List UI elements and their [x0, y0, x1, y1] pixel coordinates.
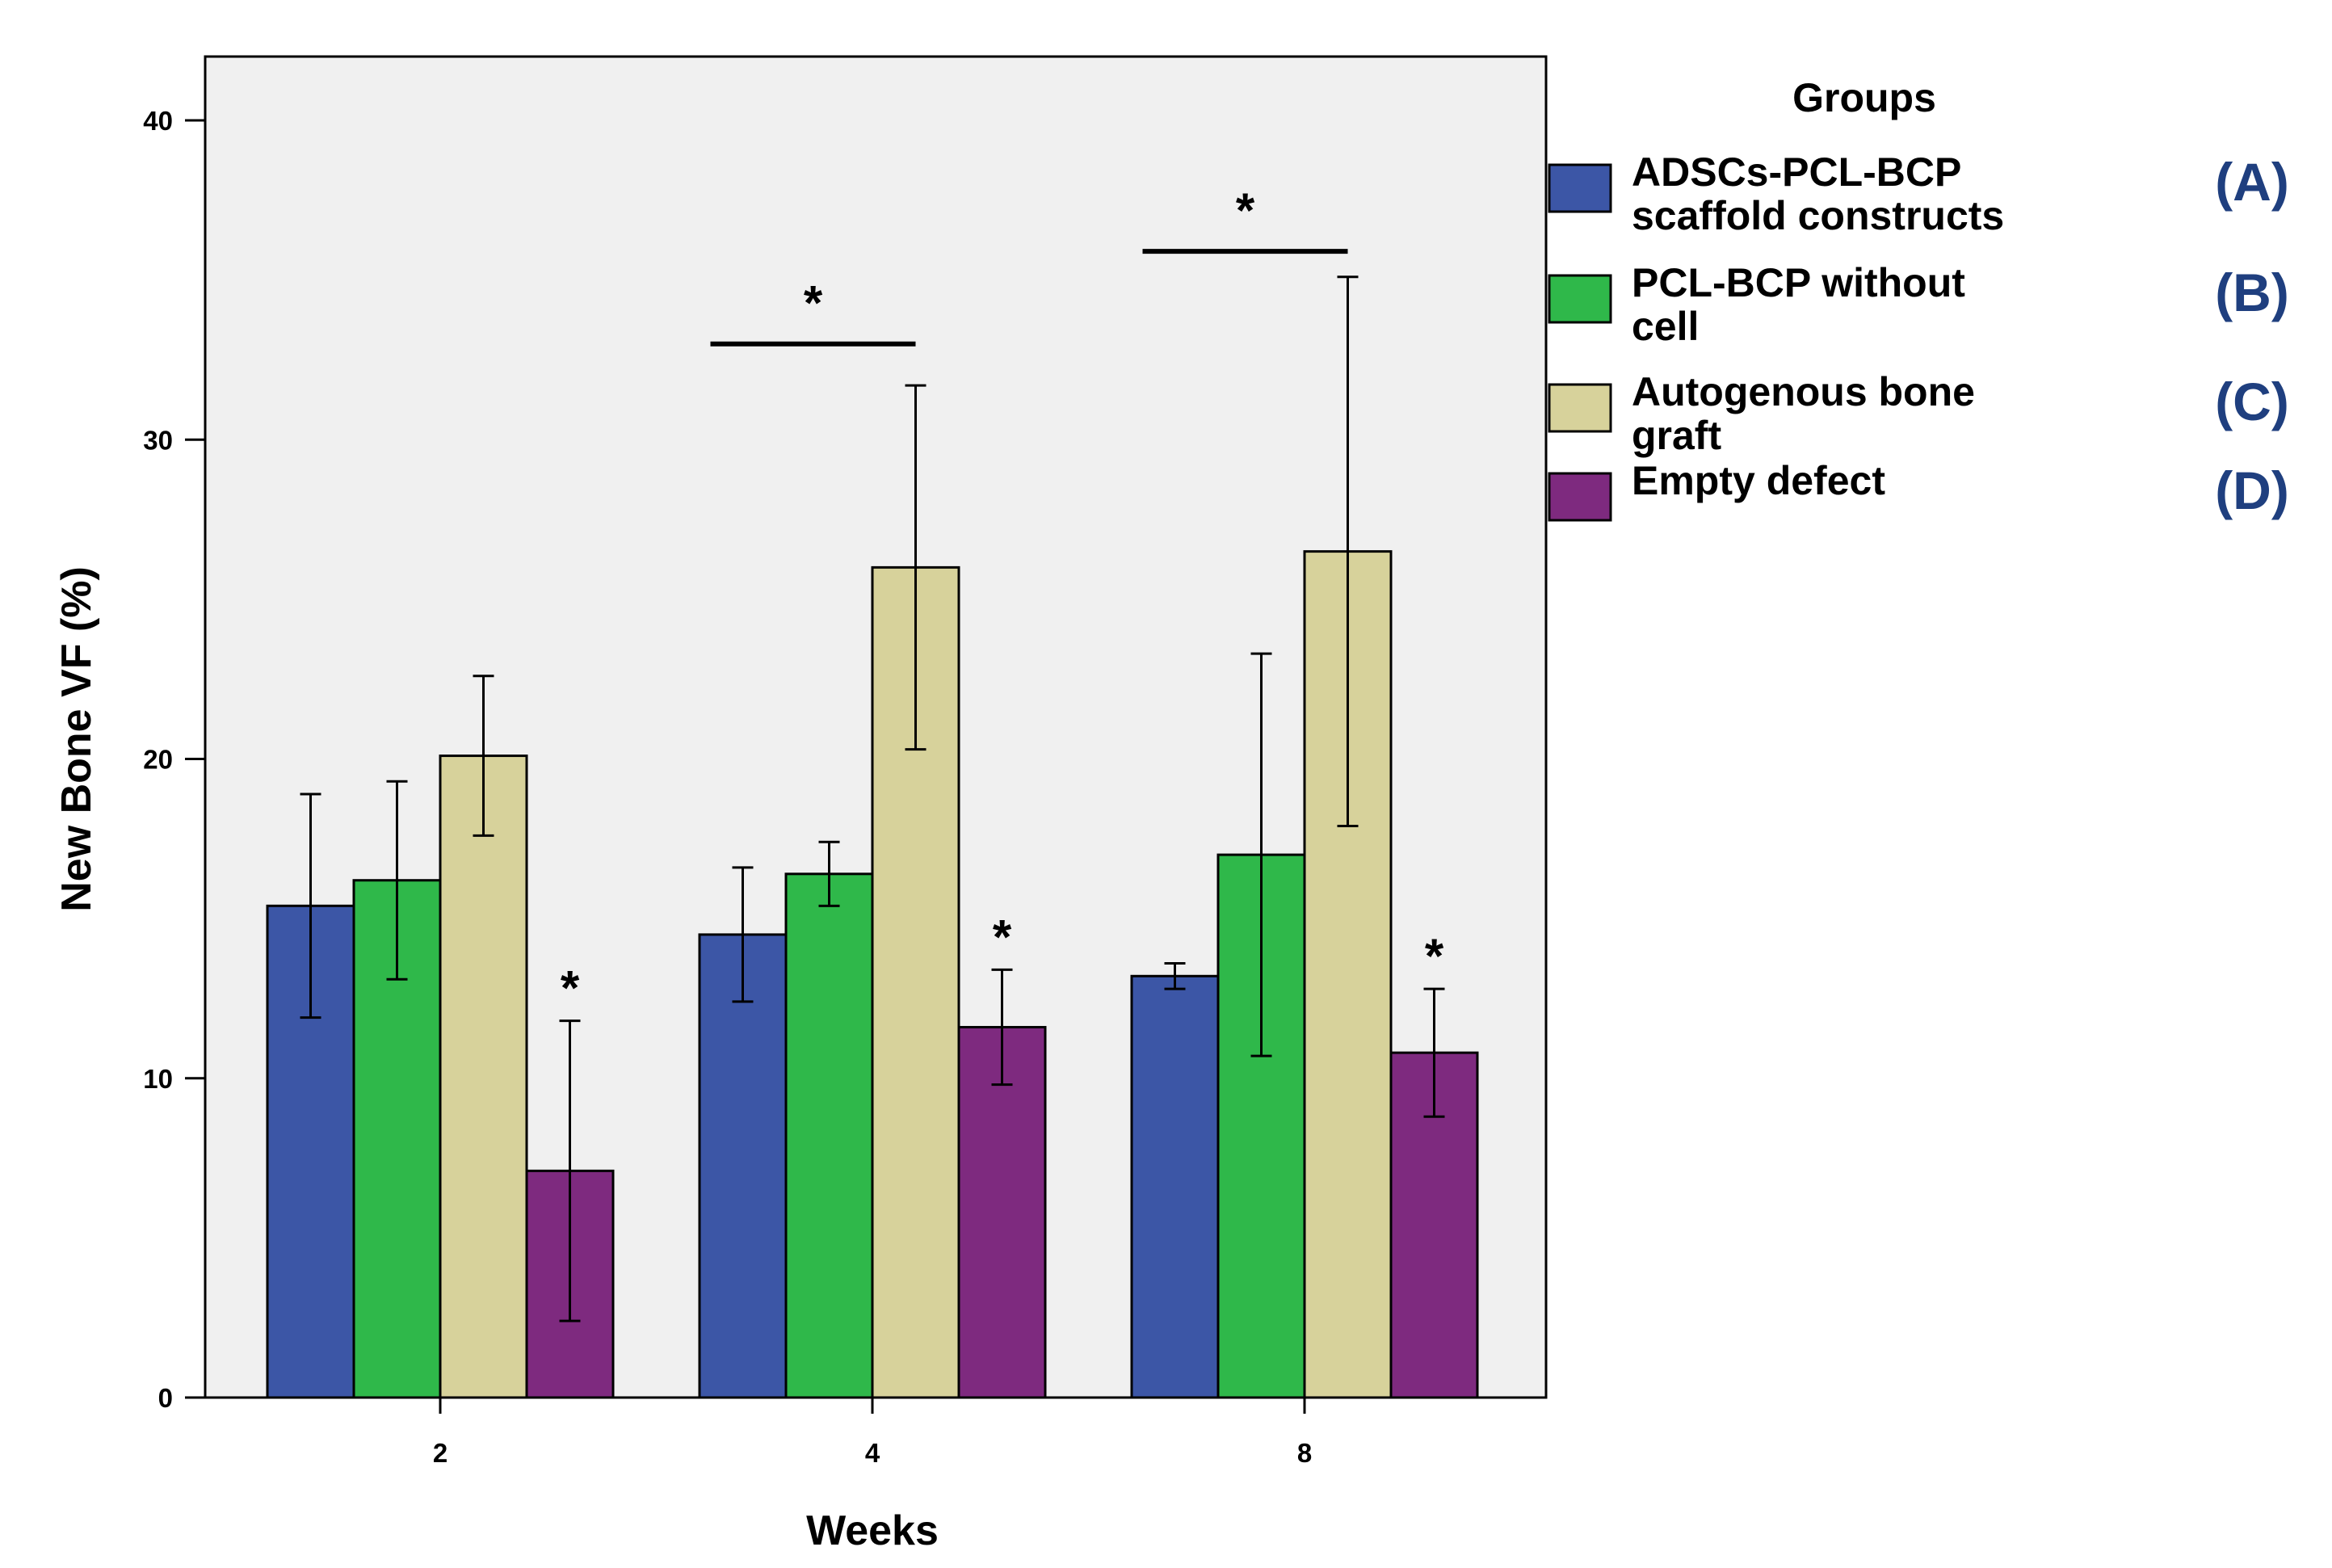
error-bar-3-week-2 [473, 675, 494, 837]
error-bar-3-week-8 [1337, 275, 1359, 828]
bar-4-week-4 [957, 1026, 1047, 1399]
annotations-layer: * * * * * [561, 183, 1444, 1015]
x-ticks: 2 4 8 [433, 1398, 1312, 1468]
legend-swatch [1548, 163, 1612, 213]
legend-label: Empty defect [1632, 458, 1885, 503]
error-bar-2-week-4 [818, 840, 840, 907]
significance-star: * [993, 910, 1012, 964]
x-tick-label: 2 [433, 1438, 447, 1468]
error-bar-4-week-2 [559, 1019, 581, 1322]
error-bar-2-week-2 [386, 780, 408, 981]
y-tick-label: 30 [143, 425, 173, 455]
y-tick-label: 40 [143, 106, 173, 136]
x-tick-label: 4 [865, 1438, 880, 1468]
legend-label: scaffold constructs [1632, 193, 2004, 238]
error-bar-1-week-8 [1164, 961, 1186, 990]
significance-star: * [1425, 929, 1444, 983]
significance-star: * [1236, 183, 1255, 238]
error-bar-1-week-4 [732, 866, 754, 1003]
legend-label: PCL-BCP without [1632, 260, 1965, 305]
y-tick-label: 20 [143, 745, 173, 775]
legend-title: Groups [1792, 75, 1936, 120]
legend-label: cell [1632, 304, 1699, 349]
bar-3-week-2 [439, 755, 528, 1399]
legend-label: ADSCs-PCL-BCP [1632, 149, 1961, 195]
legend-code: (A) [2215, 152, 2289, 212]
error-bar-1-week-2 [300, 792, 321, 1019]
legend-swatch [1548, 472, 1612, 522]
legend-swatch [1548, 383, 1612, 433]
legend-swatch [1548, 274, 1612, 324]
x-tick-label: 8 [1297, 1438, 1312, 1468]
error-bar-4-week-8 [1423, 987, 1445, 1118]
bar-1-week-8 [1130, 974, 1220, 1399]
bar-1-week-4 [698, 933, 788, 1399]
legend-item-4: Empty defect (D) [1548, 458, 2289, 522]
error-bar-2-week-8 [1250, 652, 1272, 1057]
y-ticks: 0 10 20 30 40 [143, 106, 205, 1413]
error-bar-4-week-4 [991, 968, 1013, 1087]
error-bars-layer [300, 275, 1445, 1322]
legend-label: Autogenous bone [1632, 369, 1975, 414]
legend-code: (B) [2215, 263, 2289, 322]
x-axis-title: Weeks [806, 1507, 939, 1554]
y-axis-title: New Bone VF (%) [53, 566, 100, 912]
significance-star: * [561, 961, 580, 1015]
bars-layer [266, 550, 1479, 1399]
bar-2-week-4 [784, 872, 874, 1399]
legend-label: graft [1632, 413, 1721, 458]
error-bar-3-week-4 [905, 384, 926, 751]
y-tick-label: 0 [158, 1383, 173, 1413]
legend-code: (D) [2215, 460, 2289, 520]
axes-layer [204, 57, 1546, 1399]
y-tick-label: 10 [143, 1064, 173, 1094]
legend-code: (C) [2215, 372, 2289, 431]
significance-star: * [804, 276, 823, 330]
